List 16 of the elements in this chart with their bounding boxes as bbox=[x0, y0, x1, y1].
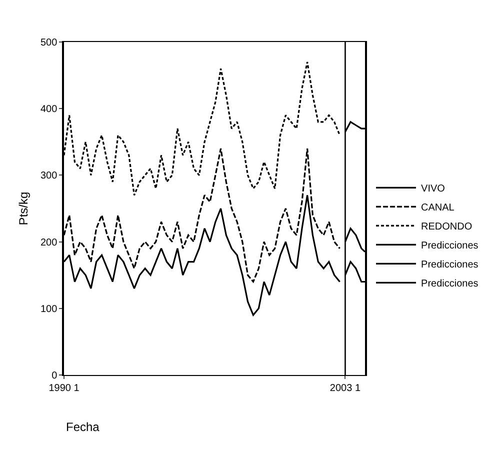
y-tick-label: 0 bbox=[52, 370, 58, 382]
x-tick-label: 2003 1 bbox=[330, 383, 361, 394]
legend-label: Predicciones bbox=[421, 260, 478, 271]
legend-label: VIVO bbox=[421, 184, 446, 195]
y-tick-label: 400 bbox=[40, 104, 58, 116]
y-axis-title: Pts/kg bbox=[16, 192, 30, 226]
y-tick-label: 500 bbox=[40, 38, 58, 48]
legend-label: REDONDO bbox=[421, 222, 472, 233]
legend-label: Predicciones bbox=[421, 278, 478, 290]
y-tick-label: 100 bbox=[40, 304, 58, 315]
legend-label: CANAL bbox=[421, 202, 455, 214]
x-axis-title: Fecha bbox=[66, 420, 100, 434]
x-tick-label: 1990 1 bbox=[48, 383, 80, 394]
y-tick-label: 200 bbox=[40, 237, 58, 248]
y-tick-label: 300 bbox=[40, 170, 58, 182]
legend-label: Predicciones bbox=[421, 240, 478, 252]
